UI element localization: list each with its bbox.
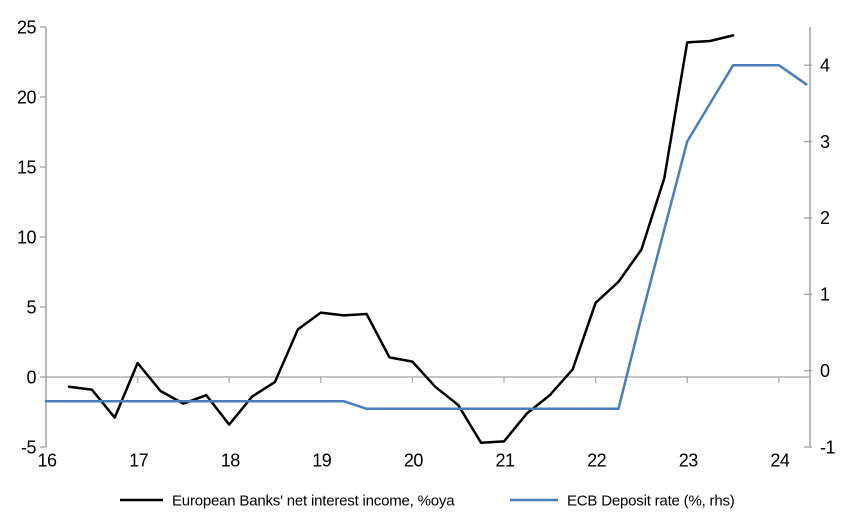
x-axis-label: 20 xyxy=(404,450,424,470)
legend-label-net-interest-income: European Banks' net interest income, %oy… xyxy=(172,492,455,509)
x-axis-label: 21 xyxy=(496,450,516,470)
series-lines-layer xyxy=(44,34,808,445)
x-axis-label: 23 xyxy=(679,450,699,470)
left-axis-label: 15 xyxy=(17,157,37,177)
left-axis-label: 5 xyxy=(26,297,36,317)
left-axis-label: -5 xyxy=(21,437,36,457)
left-axis-label: 0 xyxy=(26,367,36,387)
x-axis-label: 24 xyxy=(770,450,790,470)
x-axis-label: 19 xyxy=(312,450,332,470)
right-axis-label: 4 xyxy=(820,55,830,75)
legend-label-ecb-deposit-rate: ECB Deposit rate (%, rhs) xyxy=(567,492,735,509)
right-axis-label: 3 xyxy=(820,132,830,152)
axes-layer xyxy=(40,26,812,448)
right-axis-label: 2 xyxy=(820,208,830,228)
left-axis-label: 25 xyxy=(17,17,37,37)
series-line-net-interest-income xyxy=(67,34,735,445)
series-line-ecb-deposit-rate xyxy=(44,63,808,411)
right-axis-label: -1 xyxy=(820,437,835,457)
left-axis-label: 10 xyxy=(17,227,37,247)
x-axis-label: 17 xyxy=(129,450,149,470)
left-axis-label: 20 xyxy=(17,87,37,107)
right-axis-label: 0 xyxy=(820,361,830,381)
right-axis-label: 1 xyxy=(820,285,830,305)
x-axis-label: 16 xyxy=(37,450,57,470)
x-axis-label: 18 xyxy=(221,450,241,470)
legend: European Banks' net interest income, %oy… xyxy=(120,492,735,509)
x-axis-label: 22 xyxy=(587,450,607,470)
